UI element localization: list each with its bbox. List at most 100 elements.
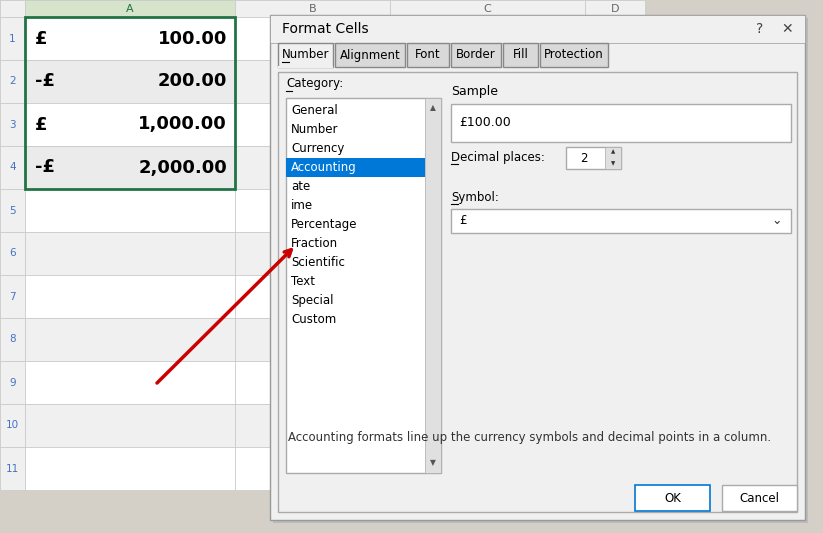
Bar <box>25 17 235 60</box>
Bar <box>278 72 797 512</box>
Bar <box>0 146 25 189</box>
Text: 200.00: 200.00 <box>158 72 227 91</box>
Text: Cancel: Cancel <box>740 491 779 505</box>
Bar <box>25 60 235 103</box>
Bar <box>390 189 585 232</box>
Text: ✕: ✕ <box>781 22 793 36</box>
Bar <box>235 361 390 404</box>
Bar <box>407 43 449 67</box>
Bar <box>235 17 390 60</box>
Text: Protection: Protection <box>544 49 604 61</box>
Text: £: £ <box>35 116 48 133</box>
Bar <box>25 232 235 275</box>
Bar <box>235 232 390 275</box>
Bar <box>390 404 585 447</box>
Text: -£: -£ <box>35 158 55 176</box>
Bar <box>235 404 390 447</box>
Bar <box>585 146 645 189</box>
Bar <box>286 158 425 177</box>
Text: 7: 7 <box>9 292 16 302</box>
Text: Scientific: Scientific <box>291 256 345 269</box>
Text: Alignment: Alignment <box>340 49 400 61</box>
Bar <box>605 147 621 169</box>
Bar <box>585 275 645 318</box>
Text: 6: 6 <box>9 248 16 259</box>
Bar <box>451 104 791 142</box>
Text: ime: ime <box>291 199 313 212</box>
Text: Accounting formats line up the currency symbols and decimal points in a column.: Accounting formats line up the currency … <box>288 431 771 443</box>
Bar <box>25 103 235 146</box>
Bar <box>0 447 25 490</box>
Text: General: General <box>291 104 337 117</box>
Bar <box>273 18 808 523</box>
Bar <box>0 103 25 146</box>
Bar <box>235 103 390 146</box>
Text: A: A <box>126 4 134 13</box>
Bar <box>585 232 645 275</box>
Bar <box>25 146 235 189</box>
Bar <box>722 485 797 511</box>
Text: ▲: ▲ <box>611 149 615 155</box>
Text: 2: 2 <box>9 77 16 86</box>
Bar <box>0 60 25 103</box>
Text: -£: -£ <box>35 72 55 91</box>
Bar <box>585 0 645 17</box>
Text: C: C <box>484 4 491 13</box>
Text: Category:: Category: <box>286 77 343 91</box>
Text: 5: 5 <box>9 206 16 215</box>
Text: 1,000.00: 1,000.00 <box>138 116 227 133</box>
Bar <box>25 318 235 361</box>
Bar <box>25 447 235 490</box>
Bar <box>390 318 585 361</box>
Text: OK: OK <box>664 491 681 505</box>
Text: Text: Text <box>291 275 315 288</box>
Text: £: £ <box>459 214 467 228</box>
Text: B: B <box>309 4 316 13</box>
Bar <box>390 275 585 318</box>
Text: 9: 9 <box>9 377 16 387</box>
Bar <box>278 43 333 67</box>
Bar <box>585 447 645 490</box>
Bar <box>25 404 235 447</box>
Bar <box>235 0 390 17</box>
Bar <box>635 485 710 511</box>
Bar <box>390 103 585 146</box>
Bar <box>585 17 645 60</box>
Text: 4: 4 <box>9 163 16 173</box>
Text: 1: 1 <box>9 34 16 44</box>
Bar <box>286 98 441 473</box>
Bar <box>0 318 25 361</box>
Text: ate: ate <box>291 180 310 193</box>
Bar <box>390 17 585 60</box>
Bar <box>0 232 25 275</box>
Bar <box>585 361 645 404</box>
Text: Decimal places:: Decimal places: <box>451 150 545 164</box>
Text: ▲: ▲ <box>430 103 436 112</box>
Bar <box>390 146 585 189</box>
Bar <box>25 361 235 404</box>
Text: 10: 10 <box>6 421 19 431</box>
Bar <box>235 189 390 232</box>
Bar <box>425 98 441 473</box>
Bar <box>585 404 645 447</box>
Bar <box>585 60 645 103</box>
Bar <box>270 15 805 43</box>
Bar <box>451 209 791 233</box>
Bar <box>270 15 805 520</box>
Text: Special: Special <box>291 294 333 307</box>
Bar <box>0 404 25 447</box>
Bar <box>451 43 501 67</box>
Text: D: D <box>611 4 619 13</box>
Text: 3: 3 <box>9 119 16 130</box>
Text: 2: 2 <box>580 152 588 166</box>
Text: ▼: ▼ <box>611 161 615 166</box>
Bar <box>235 275 390 318</box>
Bar <box>390 447 585 490</box>
Text: Number: Number <box>281 49 329 61</box>
Bar <box>25 0 235 17</box>
Bar <box>235 447 390 490</box>
Bar <box>0 275 25 318</box>
Bar <box>390 60 585 103</box>
Bar <box>235 146 390 189</box>
Text: Symbol:: Symbol: <box>451 190 499 204</box>
